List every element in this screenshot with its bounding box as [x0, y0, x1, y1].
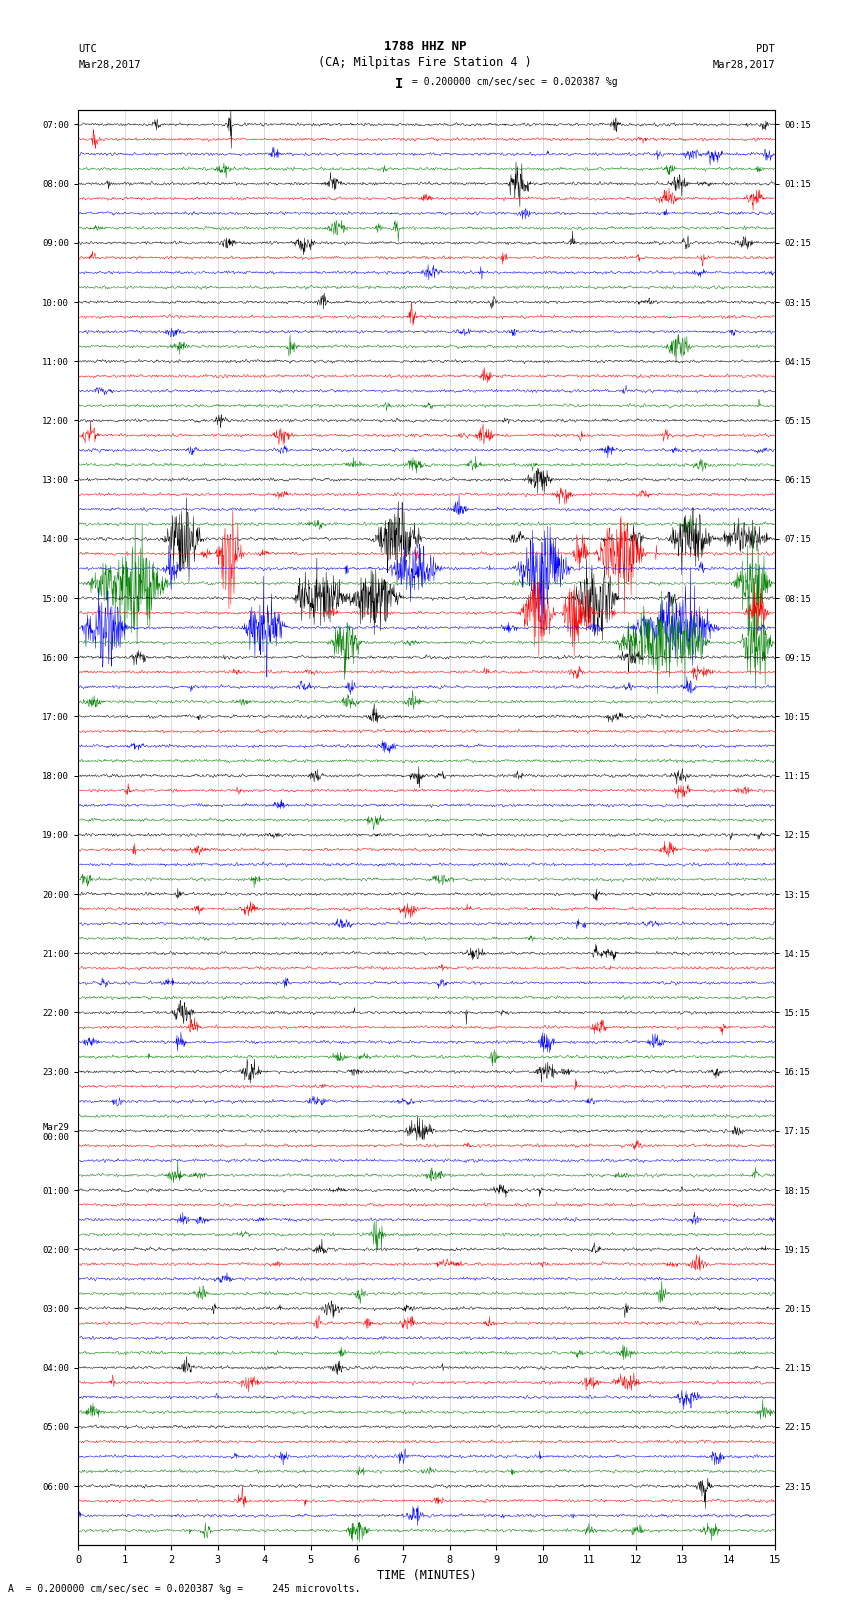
Text: 1788 HHZ NP: 1788 HHZ NP: [383, 40, 467, 53]
Text: UTC: UTC: [78, 44, 97, 53]
Text: PDT: PDT: [756, 44, 775, 53]
X-axis label: TIME (MINUTES): TIME (MINUTES): [377, 1569, 477, 1582]
Text: (CA; Milpitas Fire Station 4 ): (CA; Milpitas Fire Station 4 ): [318, 56, 532, 69]
Text: I: I: [395, 77, 404, 92]
Text: Mar28,2017: Mar28,2017: [712, 60, 775, 69]
Text: A  = 0.200000 cm/sec/sec = 0.020387 %g =     245 microvolts.: A = 0.200000 cm/sec/sec = 0.020387 %g = …: [8, 1584, 361, 1594]
Text: = 0.200000 cm/sec/sec = 0.020387 %g: = 0.200000 cm/sec/sec = 0.020387 %g: [412, 77, 618, 87]
Text: Mar28,2017: Mar28,2017: [78, 60, 141, 69]
